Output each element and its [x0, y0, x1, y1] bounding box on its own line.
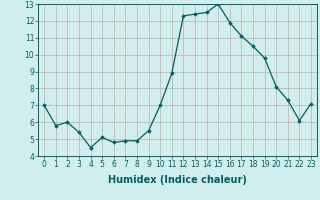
X-axis label: Humidex (Indice chaleur): Humidex (Indice chaleur) — [108, 175, 247, 185]
